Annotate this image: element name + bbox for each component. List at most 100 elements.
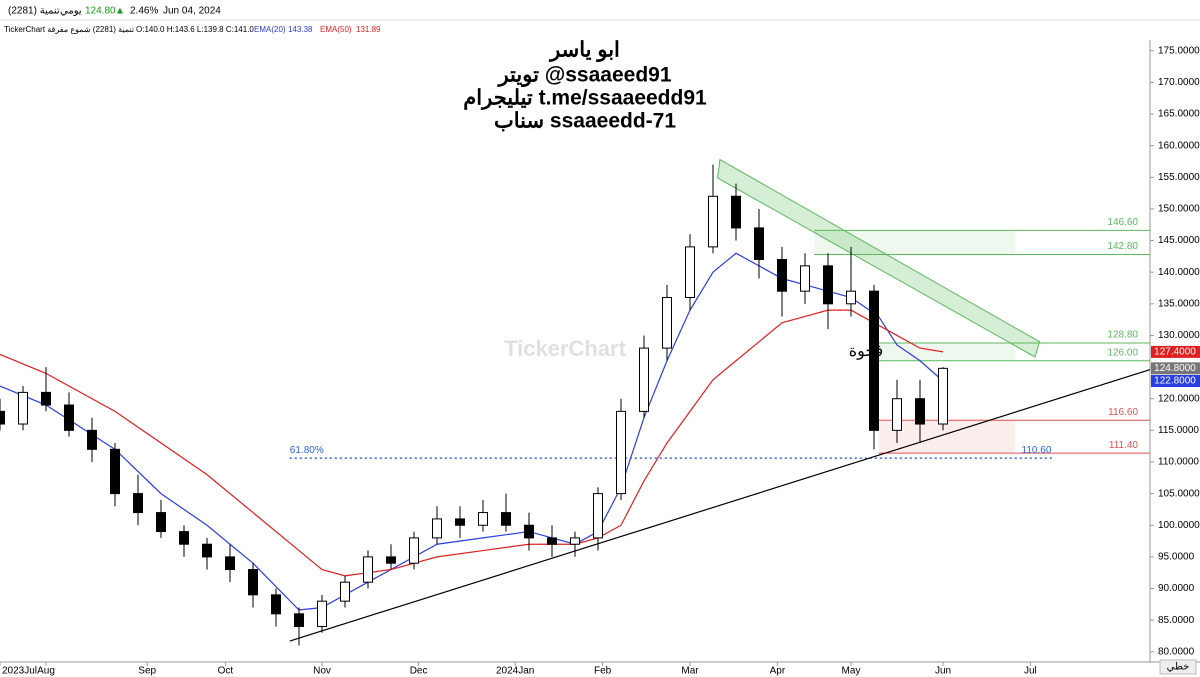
y-tick-label: 135.0000: [1158, 298, 1200, 309]
mode-button[interactable]: [1159, 659, 1197, 675]
x-tick-label: May: [842, 666, 861, 677]
watermark: TickerChart: [504, 336, 627, 361]
y-tick-label: 85.0000: [1158, 615, 1195, 626]
candle-body: [156, 512, 166, 533]
trendline: [289, 369, 1151, 642]
source: TickerChart تنمية (2281) شموع مفرقة: [4, 25, 134, 34]
y-tick-label: 165.0000: [1158, 109, 1200, 120]
mode-label[interactable]: خطي: [1167, 662, 1190, 673]
candle-body: [294, 613, 304, 627]
candle-body: [892, 398, 902, 431]
candle-body: [432, 518, 442, 539]
ema20-value: 143.38: [288, 25, 313, 34]
candle-body: [754, 227, 764, 261]
candle-body: [0, 410, 5, 425]
candle-body: [547, 537, 557, 545]
candle-body: [731, 195, 741, 229]
y-tick-label: 80.0000: [1158, 646, 1195, 657]
candle-body: [179, 531, 189, 545]
y-tick-label: 150.0000: [1158, 204, 1200, 215]
y-tick-label: 160.0000: [1158, 140, 1200, 151]
x-tick-label: Nov: [313, 666, 331, 677]
y-tick-label: 95.0000: [1158, 552, 1195, 563]
candle-body: [708, 195, 718, 248]
level-label: 146.60: [1107, 217, 1138, 228]
candle-body: [823, 265, 833, 305]
candle-body: [524, 524, 534, 539]
y-tick-label: 145.0000: [1158, 235, 1200, 246]
level-label: 116.60: [1108, 407, 1138, 418]
ema20-name: EMA(20): [254, 25, 286, 34]
candle-body: [501, 512, 511, 526]
candle-body: [800, 265, 810, 292]
ema50-value: 131.89: [356, 25, 381, 34]
price-tag: [1151, 345, 1200, 358]
change: 2.46%: [130, 6, 158, 17]
candle-body: [317, 600, 327, 627]
fib-label: 110.60: [1022, 445, 1052, 456]
y-tick-label: 105.0000: [1158, 488, 1200, 499]
candle-body: [248, 569, 258, 596]
level-label: 126.00: [1107, 347, 1138, 358]
price-tag-label: 124.8000: [1154, 363, 1196, 374]
level-label: 111.40: [1109, 440, 1139, 451]
candle-body: [363, 556, 373, 583]
y-tick-label: 155.0000: [1158, 172, 1200, 183]
x-tick-label: Mar: [681, 666, 699, 677]
candle-body: [570, 537, 580, 545]
candle-body: [938, 367, 948, 425]
candle-body: [869, 290, 879, 431]
level-band: [814, 230, 1015, 255]
candle-body: [846, 290, 856, 305]
note-line: تويتر @ssaaeed91: [496, 64, 671, 88]
price-tag-label: 127.4000: [1154, 347, 1196, 358]
x-tick-label: Oct: [218, 666, 234, 677]
y-tick-label: 100.0000: [1158, 520, 1200, 531]
x-tick-label: Aug: [37, 666, 55, 677]
candle-body: [41, 391, 51, 406]
candle-body: [340, 581, 350, 602]
y-tick-label: 115.0000: [1158, 425, 1199, 436]
level-label: 142.80: [1107, 241, 1138, 252]
y-tick-label: 130.0000: [1158, 330, 1200, 341]
fib-ratio: 61.80%: [290, 445, 324, 456]
x-tick-label: Dec: [410, 666, 428, 677]
level-label: 128.80: [1107, 330, 1138, 341]
note-line: تيليجرام t.me/ssaaeedd91: [463, 87, 707, 111]
y-tick-label: 170.0000: [1158, 77, 1200, 88]
candle-body: [18, 391, 28, 425]
candle-body: [133, 493, 143, 514]
candle-body: [685, 246, 695, 298]
channel: [717, 158, 1041, 358]
symbol: تنمية (2281): [8, 6, 60, 17]
x-tick-label: Sep: [138, 666, 156, 677]
candle-body: [662, 296, 672, 349]
y-tick-label: 120.0000: [1158, 393, 1200, 404]
y-tick-label: 110.0000: [1158, 457, 1199, 468]
x-tick-label: Feb: [594, 666, 612, 677]
candle-body: [87, 429, 97, 450]
candle-body: [777, 259, 787, 292]
candle-body: [455, 518, 465, 526]
date: Jun 04, 2024: [163, 6, 221, 17]
x-tick-label: 2024Jan: [496, 666, 534, 677]
ema50-name: EMA(50): [320, 25, 352, 34]
period: يومي: [60, 6, 82, 17]
y-tick-label: 140.0000: [1158, 267, 1200, 278]
candle-body: [110, 448, 120, 495]
ohlc: O:140.0 H:143.6 L:139.8 C:141.0: [136, 25, 254, 34]
candle-body: [202, 543, 212, 558]
candle-body: [639, 347, 649, 412]
y-tick-label: 175.0000: [1158, 45, 1200, 56]
candle-body: [225, 556, 235, 571]
candle-body: [386, 556, 396, 564]
candle-body: [915, 398, 925, 425]
y-tick-label: 90.0000: [1158, 583, 1195, 594]
price-tag: [1151, 375, 1200, 387]
candle-body: [271, 594, 281, 615]
candle-body: [478, 512, 488, 526]
x-tick-label: Jul: [1024, 666, 1037, 677]
arrow: ▲: [115, 6, 125, 17]
